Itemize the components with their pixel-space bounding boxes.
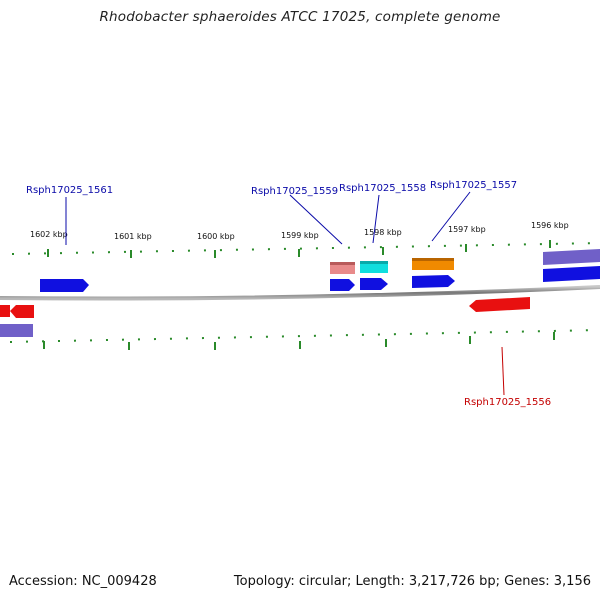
scale-label-1596: 1596 kbp — [531, 221, 569, 230]
gene-label-1556[interactable]: Rsph17025_1556 — [464, 397, 551, 408]
cds-1557[interactable] — [412, 275, 455, 288]
feature-track — [0, 249, 600, 337]
leader-1559 — [289, 194, 343, 245]
map-title: Rhodobacter sphaeroides ATCC 17025, comp… — [99, 9, 501, 25]
scale-label-1600: 1600 kbp — [197, 232, 235, 241]
leader-1556 — [501, 346, 505, 396]
gene-label-1557[interactable]: Rsph17025_1557 — [430, 180, 517, 191]
upper-tick-row — [11, 240, 600, 258]
gene-label-1561[interactable]: Rsph17025_1561 — [26, 185, 113, 196]
feature-right-lavender[interactable] — [543, 249, 600, 265]
genome-summary-text: Topology: circular; Length: 3,217,726 bp… — [233, 574, 591, 589]
feature-left-lavender[interactable] — [0, 324, 33, 337]
gene-label-1558[interactable]: Rsph17025_1558 — [339, 183, 426, 194]
leader-1558 — [372, 194, 380, 244]
scale-label-1599: 1599 kbp — [281, 231, 319, 240]
scale-label-1597: 1597 kbp — [448, 225, 486, 234]
scale-label-1602: 1602 kbp — [30, 230, 68, 239]
leader-1557 — [431, 191, 471, 242]
cds-1558[interactable] — [360, 278, 388, 290]
accession-text: Accession: NC_009428 — [9, 574, 157, 589]
cds-1559[interactable] — [330, 279, 355, 291]
cds-1556[interactable] — [469, 297, 530, 312]
lower-tick-row — [9, 329, 600, 350]
cds-forward-right[interactable] — [543, 266, 600, 282]
reverse-cds-track — [0, 297, 530, 318]
scale-label-1598: 1598 kbp — [364, 228, 402, 237]
gene-label-1559[interactable]: Rsph17025_1559 — [251, 186, 338, 197]
genome-backbone — [0, 285, 600, 301]
cds-left-a[interactable] — [0, 305, 10, 317]
cds-left-b[interactable] — [10, 305, 34, 318]
cds-1561[interactable] — [40, 279, 89, 292]
forward-cds-track — [40, 266, 600, 292]
scale-label-1601: 1601 kbp — [114, 232, 152, 241]
